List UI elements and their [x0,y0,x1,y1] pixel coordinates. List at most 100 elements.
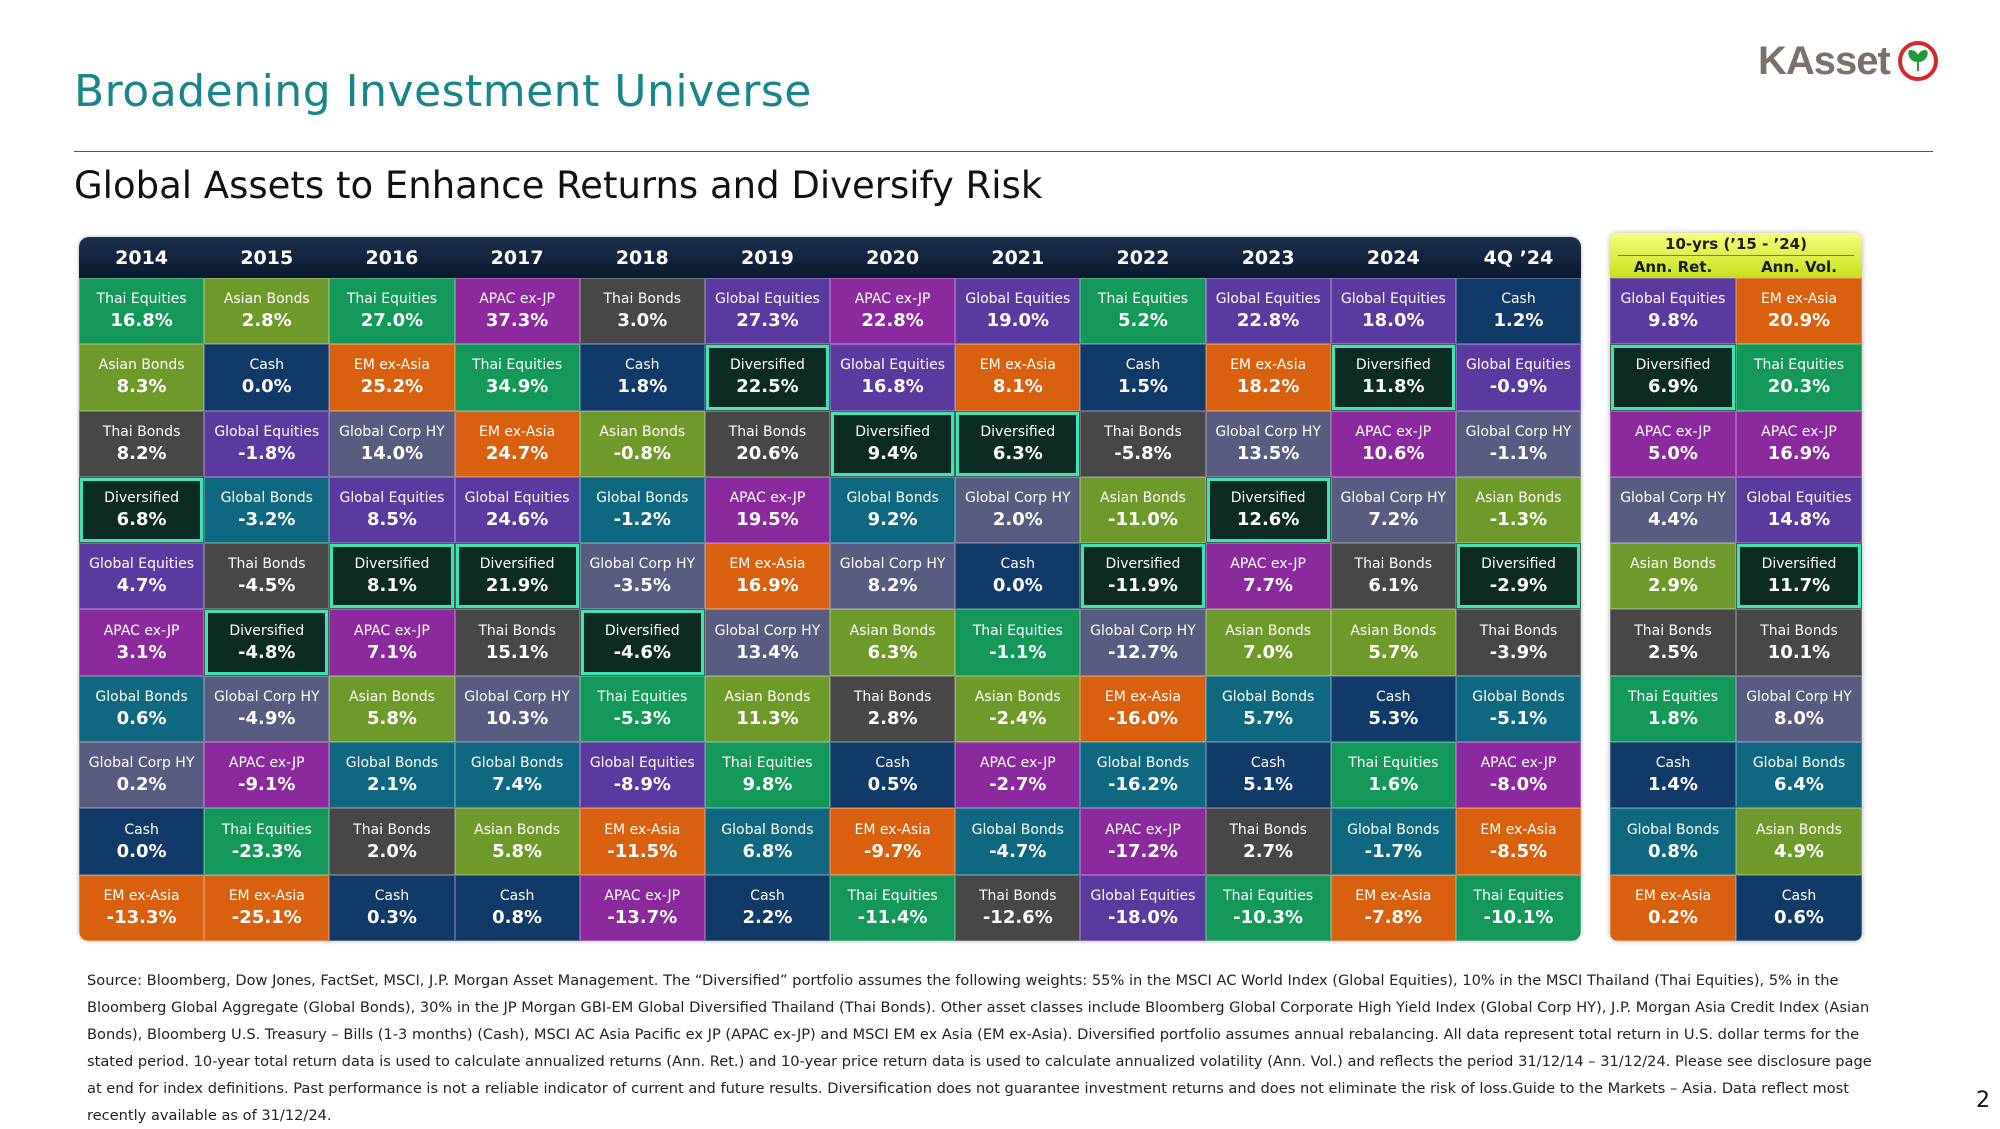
asset-name: Global Corp HY [1340,490,1447,507]
cell: Global Corp HY -12.7% [1080,609,1206,676]
return-value: -10.1% [1483,906,1554,928]
return-value: 2.2% [742,906,793,928]
return-value: 18.0% [1362,310,1425,332]
asset-name: Thai Equities [1097,291,1189,308]
return-value: 9.2% [867,509,918,531]
cell: Thai Bonds -12.6% [955,874,1081,941]
return-value: 10.1% [1767,641,1831,663]
cell: Global Bonds -5.1% [1455,675,1581,743]
asset-name: Global Bonds [1221,688,1315,705]
page-number: 2 [1976,1088,1990,1113]
asset-name: Thai Equities [597,688,688,705]
return-value: -4.7% [989,840,1047,862]
cell: Global Bonds 5.7% [1205,675,1331,743]
asset-name: Global Bonds [1626,821,1720,838]
return-value: -4.5% [238,575,296,597]
cell: Diversified 6.3% [955,410,1081,477]
asset-name: Diversified [855,423,931,440]
return-value: -0.9% [1489,376,1548,398]
asset-name: APAC ex-JP [604,887,681,904]
asset-name: Asian Bonds [223,291,310,308]
return-value: 0.6% [116,707,167,729]
asset-name: Global Corp HY [1090,622,1196,639]
cell: Thai Bonds 6.1% [1330,543,1456,610]
asset-name: Global Bonds [1347,821,1440,838]
cell: Global Bonds 0.8% [1610,808,1736,875]
asset-name: APAC ex-JP [103,622,180,639]
return-value: 24.6% [485,509,549,531]
cell: Thai Bonds 20.6% [704,410,831,477]
asset-name: Global Corp HY [464,688,570,705]
cell: Global Bonds -1.2% [579,476,705,544]
asset-name: Cash [249,357,285,374]
cell: Thai Equities -5.3% [579,675,705,743]
asset-name: Asian Bonds [1475,490,1562,507]
return-value: 5.0% [1648,442,1698,464]
return-value: -1.1% [989,641,1047,663]
cell: Cash 1.5% [1080,344,1206,411]
asset-name: Thai Equities [346,291,437,308]
asset-name: Cash [1655,755,1691,772]
return-value: 13.4% [736,641,799,663]
cell: Thai Equities -10.3% [1205,874,1331,941]
return-value: 37.3% [485,310,549,332]
year-header: 2022 [1080,237,1206,278]
asset-name: Diversified [730,357,805,374]
return-value: -11.9% [1108,575,1178,597]
asset-name: APAC ex-JP [979,755,1056,772]
return-value: 22.8% [1236,310,1300,332]
asset-name: Thai Bonds [1354,556,1433,573]
asset-name: Global Corp HY [1215,423,1321,440]
return-value: 5.3% [1368,707,1419,729]
return-value: 7.1% [366,641,417,663]
ten-year-title: 10-yrs (’15 - ’24) [1618,233,1854,256]
ten-year-header: 10-yrs (’15 - ’24) Ann. Ret. Ann. Vol. [1610,233,1862,278]
cell: Thai Bonds -4.5% [204,543,330,610]
cell: Global Equities -18.0% [1080,874,1206,941]
asset-name: APAC ex-JP [729,490,806,507]
asset-name: EM ex-Asia [353,357,430,374]
return-value: -8.5% [1489,840,1548,862]
cell: Thai Bonds 8.2% [79,410,205,477]
year-column: 2024 Global Equities 18.0% Diversified 11.8%… [1330,237,1456,941]
cell: Global Corp HY 4.4% [1610,476,1736,544]
cell: Asian Bonds 8.3% [79,344,205,411]
return-value: -18.0% [1108,906,1178,928]
cell: Thai Equities 27.0% [329,278,455,345]
year-header: 2015 [204,237,330,278]
asset-name: Thai Equities [472,357,563,374]
asset-name: EM ex-Asia [729,556,806,573]
ten-year-table: 10-yrs (’15 - ’24) Ann. Ret. Ann. Vol. G… [1610,233,1862,941]
cell: Global Corp HY 7.2% [1330,476,1456,544]
cell: Global Equities 19.0% [955,278,1081,345]
return-value: -5.8% [1114,442,1172,464]
asset-name: Thai Equities [221,821,312,838]
cell: Thai Bonds -5.8% [1080,410,1206,477]
return-value: 0.0% [992,575,1043,597]
cell: Thai Equities 1.8% [1610,675,1736,743]
cell: Global Bonds 0.6% [79,675,205,743]
year-header: 2014 [79,237,205,278]
return-value: 2.0% [992,509,1043,531]
return-value: 9.8% [1648,310,1698,332]
cell: EM ex-Asia 8.1% [955,344,1081,411]
cell: APAC ex-JP 22.8% [830,278,956,345]
asset-name: Global Corp HY [88,755,195,772]
asset-name: Global Equities [89,556,195,573]
return-value: 6.8% [116,509,167,531]
cell: Global Equities 16.8% [830,344,956,411]
year-header: 2017 [454,237,580,278]
asset-name: Thai Bonds [979,887,1057,904]
return-value: 6.3% [867,641,918,663]
asset-name: EM ex-Asia [228,887,305,904]
year-column: 2020 APAC ex-JP 22.8% Global Equities 16.8% D… [830,237,956,941]
asset-name: Global Corp HY [1620,490,1726,507]
return-value: 6.4% [1774,774,1824,796]
year-column: 2016 Thai Equities 27.0% EM ex-Asia 25.2% Glo… [329,237,455,941]
asset-name: Asian Bonds [849,622,936,639]
cell: EM ex-Asia 20.9% [1736,278,1862,345]
return-value: 11.7% [1767,575,1831,597]
asset-name: Cash [499,887,535,904]
asset-name: APAC ex-JP [479,291,555,308]
asset-name: Thai Bonds [353,821,431,838]
